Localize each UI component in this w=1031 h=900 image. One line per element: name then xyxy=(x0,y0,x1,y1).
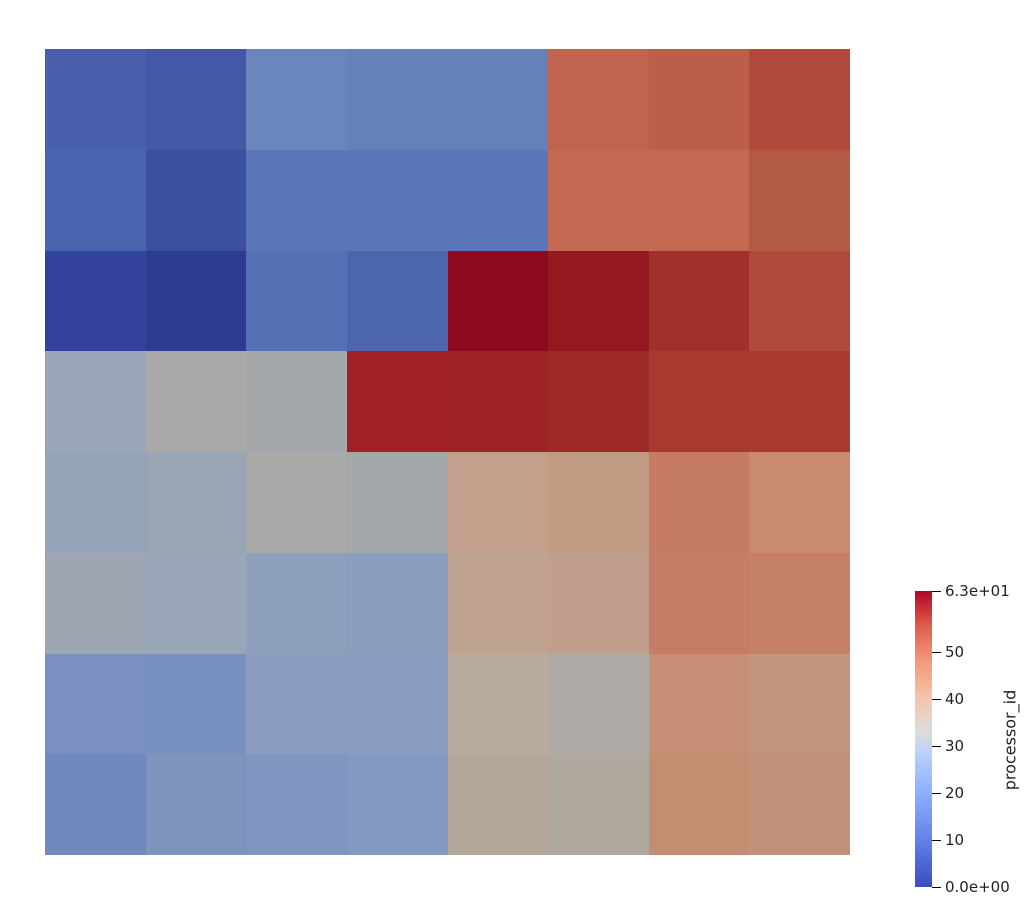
partition-block xyxy=(346,49,448,150)
partition-block xyxy=(45,49,146,150)
partition-block xyxy=(346,653,448,755)
tick-label: 50 xyxy=(945,643,965,662)
partition-block xyxy=(346,250,448,352)
partition-block xyxy=(346,754,448,855)
scalar-bar-gradient xyxy=(915,591,932,887)
partition-block xyxy=(749,452,850,553)
partition-block xyxy=(749,250,850,352)
tick-mark xyxy=(932,591,941,592)
partition-block xyxy=(648,653,750,755)
partition-block xyxy=(145,250,247,352)
partition-block xyxy=(749,653,850,755)
partition-block xyxy=(447,552,549,654)
partition-block xyxy=(548,452,649,553)
partition-block xyxy=(648,351,750,452)
partition-block xyxy=(246,452,347,553)
partition-block xyxy=(346,149,448,251)
partition-block xyxy=(749,351,850,452)
partition-block xyxy=(548,351,649,452)
partition-block xyxy=(749,754,850,855)
partition-block xyxy=(648,149,750,251)
partition-block xyxy=(447,754,549,855)
partition-block xyxy=(45,250,146,352)
partition-block xyxy=(548,149,649,251)
tick-label: 30 xyxy=(945,737,965,756)
partition-block xyxy=(648,452,750,553)
partition-block xyxy=(246,552,347,654)
partition-block xyxy=(548,754,649,855)
partition-block xyxy=(246,754,347,855)
tick-mark xyxy=(932,652,941,654)
tick-mark xyxy=(932,699,941,701)
partition-block xyxy=(145,49,247,150)
partition-block xyxy=(548,49,649,150)
partition-block xyxy=(45,754,146,855)
partition-block xyxy=(246,351,347,452)
partition-block xyxy=(246,149,347,251)
partition-block xyxy=(648,250,750,352)
partition-block xyxy=(145,653,247,755)
partition-block xyxy=(246,49,347,150)
partition-block xyxy=(145,351,247,452)
partition-block xyxy=(648,49,750,150)
partition-block xyxy=(346,351,448,452)
partition-block xyxy=(246,653,347,755)
partition-block xyxy=(548,653,649,755)
tick-mark xyxy=(932,887,941,888)
tick-label: 10 xyxy=(945,831,965,850)
partition-block xyxy=(648,754,750,855)
partition-block xyxy=(246,250,347,352)
tick-mark xyxy=(932,793,941,795)
tick-label: 40 xyxy=(945,690,965,709)
partition-block xyxy=(346,552,448,654)
partition-block xyxy=(447,351,549,452)
partition-block xyxy=(548,552,649,654)
partition-block xyxy=(45,149,146,251)
tick-label: 20 xyxy=(945,784,965,803)
partition-block xyxy=(447,452,549,553)
partition-block xyxy=(447,49,549,150)
partition-block xyxy=(648,552,750,654)
partition-block xyxy=(45,452,146,553)
scalar-bar-title: processor_id xyxy=(1000,689,1020,791)
partition-block xyxy=(145,149,247,251)
render-view-partition-mesh[interactable] xyxy=(45,49,850,855)
partition-block xyxy=(749,552,850,654)
partition-block xyxy=(749,149,850,251)
partition-block xyxy=(447,250,549,352)
partition-block xyxy=(145,754,247,855)
tick-mark xyxy=(932,746,941,748)
partition-block xyxy=(749,49,850,150)
partition-block xyxy=(548,250,649,352)
partition-block xyxy=(145,452,247,553)
tick-label: 6.3e+01 xyxy=(945,582,1010,600)
partition-block xyxy=(346,452,448,553)
partition-block xyxy=(45,552,146,654)
tick-label: 0.0e+00 xyxy=(945,878,1010,896)
partition-block xyxy=(145,552,247,654)
partition-block xyxy=(45,653,146,755)
partition-block xyxy=(447,653,549,755)
partition-block xyxy=(447,149,549,251)
tick-mark xyxy=(932,840,941,842)
partition-block xyxy=(45,351,146,452)
